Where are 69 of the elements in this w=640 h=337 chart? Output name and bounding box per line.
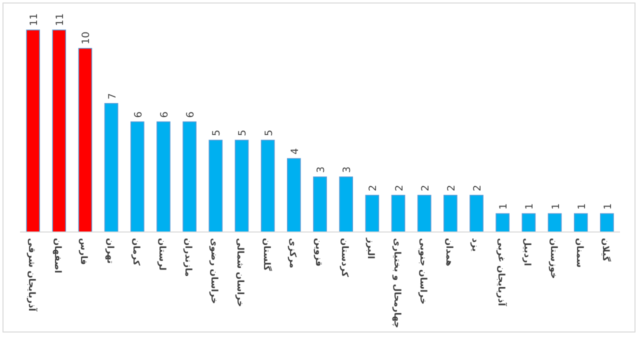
x-tick-label: همدان: [443, 238, 454, 266]
data-label: 4: [290, 148, 301, 155]
data-label: 2: [394, 184, 406, 192]
bar: [365, 194, 380, 232]
x-tick-label: کردستان: [339, 238, 350, 278]
data-label: 1: [576, 203, 588, 210]
bar: [52, 30, 66, 232]
data-label: 1: [550, 203, 562, 210]
data-label: 5: [212, 130, 223, 136]
bar: [286, 158, 301, 232]
bar: [444, 194, 458, 232]
bar: [522, 213, 536, 232]
bar: [78, 48, 92, 232]
x-tick-label: اردبیل: [522, 238, 532, 266]
data-label: 3: [342, 166, 354, 173]
x-tick-label: خوزستان: [548, 238, 558, 279]
data-label: 1: [602, 203, 614, 210]
x-tick-label: یزد: [470, 238, 480, 252]
data-label: 3: [316, 166, 327, 173]
x-tick-label: آذربایجان غربی: [496, 238, 508, 307]
bar: [417, 194, 432, 232]
x-tick-label: مازندران: [182, 238, 193, 277]
bar: [130, 121, 144, 232]
bar: [600, 213, 614, 232]
x-tick-label: مرکزی: [286, 238, 297, 268]
bar: [496, 213, 510, 232]
x-tick-label: آذربایجان شرقی: [26, 238, 38, 312]
data-label: 2: [472, 184, 484, 192]
bar: [574, 213, 588, 232]
bar: [260, 140, 275, 232]
bar: [234, 140, 249, 232]
x-tick-label: گیلان: [600, 238, 612, 262]
data-label: 5: [238, 130, 249, 136]
data-label: 6: [133, 111, 144, 118]
data-label: 11: [55, 13, 66, 26]
bar: [313, 176, 327, 232]
x-tick-label: خراسان رضوی: [208, 238, 219, 304]
x-tick-label: البرز: [365, 237, 376, 259]
bar: [182, 121, 196, 232]
data-label: 2: [420, 184, 432, 192]
bar: [26, 30, 40, 232]
bar: [391, 194, 406, 232]
x-tick-label: چهارمحال و بختیاری: [391, 238, 402, 328]
x-tick-label: خراسان جنوبی: [417, 238, 428, 305]
x-tick-label: تهران: [104, 238, 114, 264]
x-tick-label: سمنان: [574, 238, 584, 268]
x-tick-label: گلستان: [260, 238, 273, 272]
x-tick-label: فارس: [78, 238, 88, 265]
bar: [548, 213, 562, 232]
x-tick-label: خراسان شمالی: [234, 238, 245, 307]
data-label: 2: [368, 184, 380, 192]
data-label: 5: [264, 130, 275, 136]
x-tick-label: لرستان: [156, 238, 166, 271]
data-label: 10: [81, 32, 92, 44]
data-label: 7: [107, 93, 118, 100]
bar: [470, 194, 484, 232]
x-tick-label: قزوین: [313, 238, 323, 267]
data-label: 1: [524, 203, 536, 210]
x-tick-label: کرمان: [130, 238, 140, 266]
data-label: 1: [498, 203, 510, 210]
bar: [339, 176, 354, 232]
data-label: 6: [159, 111, 170, 118]
x-tick-label: اصفهان: [52, 238, 62, 274]
data-label: 2: [446, 184, 458, 192]
bar: [104, 103, 118, 232]
bar: [156, 121, 170, 232]
data-label: 6: [186, 111, 197, 118]
data-label: 11: [29, 13, 40, 26]
bar: [208, 140, 223, 232]
